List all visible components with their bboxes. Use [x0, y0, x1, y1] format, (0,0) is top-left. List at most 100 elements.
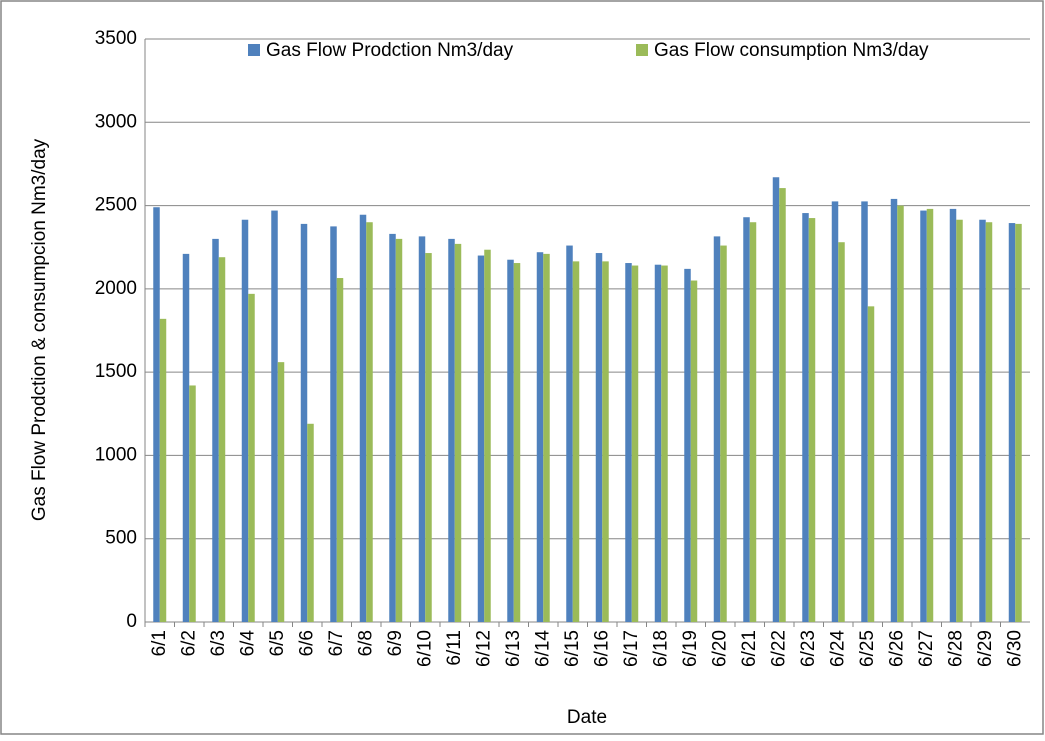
y-tick-label: 2500	[95, 195, 137, 216]
bar	[484, 249, 491, 622]
bar	[625, 263, 632, 622]
bar	[277, 362, 285, 622]
bar	[690, 280, 698, 622]
x-tick-label: 6/15	[562, 630, 583, 667]
bar	[454, 243, 462, 622]
bar	[808, 218, 816, 623]
bar	[218, 257, 226, 622]
y-tick-label: 1000	[95, 444, 137, 465]
bar	[779, 188, 786, 622]
x-tick-label: 6/21	[739, 630, 760, 667]
bar	[654, 264, 662, 622]
x-tick-label: 6/23	[798, 630, 819, 667]
y-tick-label: 500	[105, 528, 137, 549]
y-tick-label: 1500	[95, 361, 137, 382]
bar	[543, 253, 550, 622]
bar	[359, 214, 367, 623]
x-tick-label: 6/29	[975, 630, 996, 667]
x-tick-label: 6/18	[650, 630, 671, 667]
legend-swatch	[636, 44, 648, 56]
bar	[743, 217, 750, 622]
bar	[182, 253, 190, 622]
bar	[602, 261, 609, 622]
bar	[713, 236, 721, 622]
bar	[300, 223, 308, 622]
x-tick-label: 6/22	[768, 630, 789, 667]
x-tick-label: 6/5	[267, 630, 288, 656]
bar	[366, 222, 373, 622]
x-tick-label: 6/14	[532, 630, 553, 667]
x-tick-label: 6/25	[857, 630, 878, 667]
x-tick-label: 6/9	[385, 630, 406, 656]
legend-label: Gas Flow consumption Nm3/day	[654, 40, 929, 61]
bar	[684, 268, 691, 622]
legend-label: Gas Flow Prodction Nm3/day	[266, 40, 514, 61]
bar	[985, 222, 993, 622]
bar	[241, 219, 249, 623]
bar	[949, 208, 957, 622]
bar	[926, 208, 934, 622]
bar	[389, 233, 396, 623]
x-tick-label: 6/13	[503, 630, 524, 667]
bar	[153, 207, 160, 623]
x-tick-label: 6/12	[473, 630, 494, 667]
bar	[861, 201, 868, 622]
x-tick-label: 6/4	[237, 630, 258, 657]
bar	[772, 177, 780, 623]
bar	[536, 252, 544, 622]
x-tick-label: 6/11	[444, 630, 465, 666]
y-tick-label: 3000	[95, 111, 137, 132]
bar	[1015, 223, 1022, 622]
x-axis-label: Date	[567, 707, 607, 728]
x-tick-label: 6/16	[591, 630, 612, 667]
bar	[890, 198, 898, 622]
bar	[336, 278, 344, 622]
x-tick-label: 6/1	[149, 630, 170, 656]
bar	[477, 255, 485, 623]
bar	[956, 219, 963, 623]
bar	[425, 253, 432, 622]
y-tick-label: 0	[126, 611, 137, 632]
bar	[838, 242, 845, 622]
bar	[248, 293, 255, 622]
x-tick-label: 6/10	[414, 630, 435, 667]
x-tick-label: 6/8	[355, 630, 376, 656]
x-tick-label: 6/20	[709, 630, 730, 667]
x-tick-label: 6/3	[208, 630, 229, 656]
bar	[507, 259, 514, 622]
x-tick-label: 6/2	[178, 630, 199, 656]
x-tick-label: 6/6	[296, 630, 317, 656]
bar	[271, 210, 278, 622]
bar	[979, 219, 986, 623]
x-tick-label: 6/24	[827, 630, 848, 667]
bar	[566, 245, 573, 622]
x-tick-label: 6/26	[886, 630, 907, 667]
bar	[867, 306, 875, 622]
bar	[189, 385, 196, 622]
bar	[720, 245, 727, 622]
bar	[513, 263, 521, 622]
bar	[661, 265, 668, 622]
bar	[212, 238, 219, 622]
bar	[897, 205, 904, 623]
bar	[920, 210, 927, 622]
y-axis-label: Gas Flow Prodction & consumpcion Nm3/day	[29, 138, 50, 521]
x-tick-label: 6/27	[916, 630, 937, 667]
y-tick-label: 3500	[95, 28, 137, 49]
bar	[595, 253, 603, 622]
x-tick-label: 6/19	[680, 630, 701, 667]
bar	[395, 238, 403, 622]
x-tick-label: 6/7	[326, 630, 347, 656]
bar	[802, 213, 809, 622]
bar	[159, 318, 167, 622]
bar	[831, 201, 839, 622]
bar	[1008, 223, 1016, 622]
x-tick-label: 6/28	[945, 630, 966, 667]
x-tick-label: 6/17	[621, 630, 642, 667]
bar	[631, 265, 639, 622]
bar	[330, 226, 337, 622]
y-tick-label: 2000	[95, 278, 137, 299]
bar	[572, 261, 580, 622]
bar	[307, 423, 314, 622]
